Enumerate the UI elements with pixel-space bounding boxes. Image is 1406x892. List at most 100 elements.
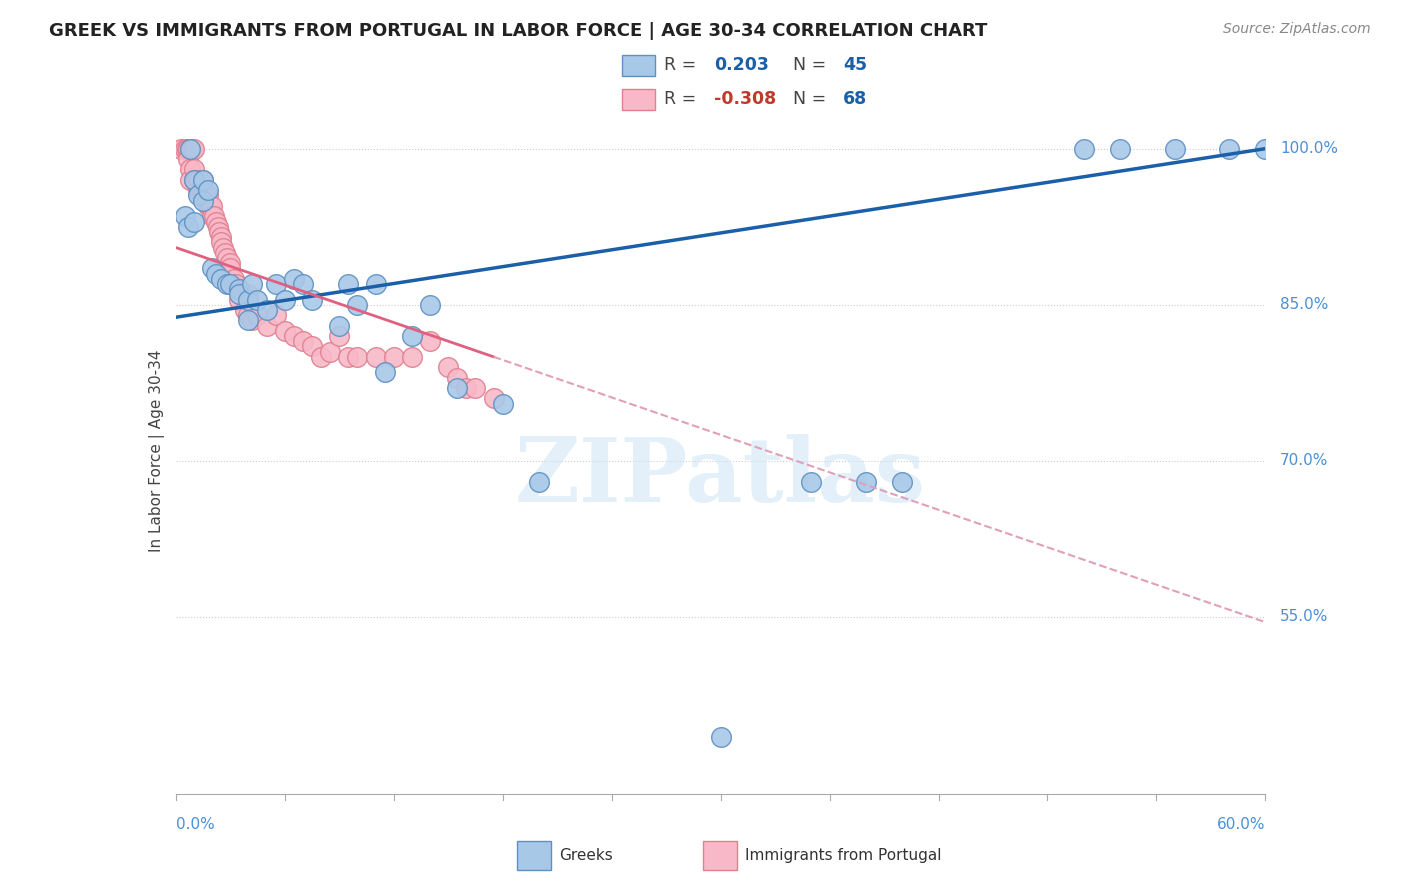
Point: [179, 142, 201, 156]
Point: [246, 308, 269, 322]
Text: 45: 45: [844, 56, 868, 74]
Text: N =: N =: [793, 90, 832, 108]
Point: [197, 188, 219, 202]
Point: [181, 142, 204, 156]
Point: [177, 219, 200, 234]
Point: [1218, 142, 1240, 156]
Point: [328, 318, 350, 333]
Point: [173, 142, 195, 156]
Point: [256, 303, 278, 318]
Point: [179, 162, 201, 177]
Point: [195, 194, 218, 208]
Point: [374, 366, 396, 380]
Text: Greeks: Greeks: [560, 848, 613, 863]
Point: [301, 293, 323, 307]
Point: [364, 277, 387, 291]
Text: ZIPatlas: ZIPatlas: [515, 434, 927, 522]
Text: 0.203: 0.203: [714, 56, 769, 74]
Text: 100.0%: 100.0%: [1279, 141, 1339, 156]
Point: [184, 173, 207, 187]
Point: [492, 396, 515, 410]
Point: [191, 173, 214, 187]
Point: [186, 183, 209, 197]
Point: [246, 293, 269, 307]
Point: [179, 142, 201, 156]
Point: [201, 209, 224, 223]
Point: [238, 293, 260, 307]
Point: [240, 277, 263, 291]
Point: [225, 277, 247, 291]
Point: [228, 282, 250, 296]
Point: [183, 173, 205, 187]
Point: [194, 188, 217, 202]
Point: [256, 318, 278, 333]
Point: [191, 188, 214, 202]
Text: N =: N =: [793, 56, 832, 74]
Point: [309, 350, 332, 364]
Point: [191, 194, 214, 208]
Text: R =: R =: [665, 56, 702, 74]
Point: [337, 350, 360, 364]
Point: [283, 329, 305, 343]
Point: [328, 329, 350, 343]
Point: [464, 381, 486, 395]
Point: [188, 173, 211, 187]
Point: [1254, 142, 1277, 156]
Point: [228, 282, 250, 296]
Point: [209, 230, 232, 244]
Point: [173, 209, 195, 223]
Point: [202, 209, 225, 223]
Point: [1073, 142, 1095, 156]
Point: [437, 360, 460, 375]
Point: [201, 261, 224, 276]
Text: -0.308: -0.308: [714, 90, 776, 108]
Point: [222, 271, 245, 285]
Point: [209, 271, 232, 285]
Point: [346, 298, 368, 312]
Point: [209, 235, 232, 250]
Point: [214, 245, 236, 260]
Text: 55.0%: 55.0%: [1279, 609, 1329, 624]
Point: [419, 298, 441, 312]
Point: [183, 162, 205, 177]
Point: [177, 142, 200, 156]
Point: [208, 225, 231, 239]
Bar: [621, 88, 655, 110]
Point: [238, 308, 260, 322]
Point: [191, 173, 214, 187]
Y-axis label: In Labor Force | Age 30-34: In Labor Force | Age 30-34: [149, 349, 165, 552]
Text: 60.0%: 60.0%: [1218, 817, 1265, 831]
Point: [319, 344, 342, 359]
Point: [301, 339, 323, 353]
Point: [891, 475, 914, 489]
Point: [240, 313, 263, 327]
Point: [401, 350, 423, 364]
Point: [456, 381, 478, 395]
Point: [264, 277, 287, 291]
Point: [283, 271, 305, 285]
Point: [204, 214, 226, 228]
Point: [382, 350, 405, 364]
Point: [183, 142, 205, 156]
Point: [215, 251, 238, 265]
Point: [186, 173, 209, 187]
Text: 0.0%: 0.0%: [176, 817, 215, 831]
Point: [855, 475, 877, 489]
Point: [337, 277, 360, 291]
Point: [179, 173, 201, 187]
Point: [215, 277, 238, 291]
Point: [233, 303, 256, 318]
Point: [212, 240, 235, 255]
Point: [200, 199, 222, 213]
Point: [264, 308, 287, 322]
Point: [401, 329, 423, 343]
Point: [170, 142, 193, 156]
Point: [710, 730, 733, 744]
Point: [482, 392, 505, 406]
Bar: [703, 841, 737, 870]
Point: [291, 277, 314, 291]
Point: [228, 287, 250, 301]
Point: [177, 152, 200, 166]
Point: [186, 188, 209, 202]
Point: [446, 370, 468, 384]
